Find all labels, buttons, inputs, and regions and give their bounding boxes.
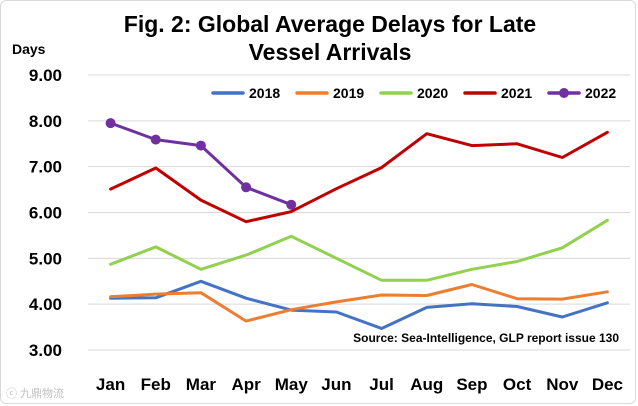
gridlines [88,74,630,351]
x-tick-label: Aug [410,375,443,394]
x-tick-label: Jul [369,375,394,394]
legend-marker-2022 [559,88,569,98]
y-tick-label: 4.00 [29,295,62,314]
series-lines [105,118,609,330]
data-point-2022 [241,182,252,193]
legend-label-2018: 2018 [249,85,280,101]
legend-label-2019: 2019 [333,85,364,101]
x-tick-label: Dec [592,375,623,394]
chart-title-line-2: Vessel Arrivals [249,39,412,65]
series-line-2019 [109,283,609,323]
x-tick-label: Apr [231,375,261,394]
data-point-2022 [150,134,161,145]
legend-label-2020: 2020 [417,85,448,101]
series-line-2022 [109,121,293,207]
chart-title-line-1: Fig. 2: Global Average Delays for Late [124,11,536,37]
data-point-2022 [195,140,206,151]
y-axis-label: Days [12,41,46,57]
legend-label-2022: 2022 [585,85,616,101]
data-point-2022 [286,199,297,210]
y-tick-labels: 3.00 4.00 5.00 6.00 7.00 8.00 9.00 [29,66,62,360]
watermark: ⓒ 九鼎物流 [6,386,64,400]
x-tick-label: Sep [456,375,487,394]
x-tick-label: Mar [186,375,217,394]
series-line-2018 [109,279,609,330]
x-tick-labels: Jan Feb Mar Apr May Jun Jul Aug Sep Oct Nov Dec [96,375,623,394]
y-tick-label: 3.00 [29,341,62,360]
series-line-2020 [109,218,609,282]
y-tick-label: 6.00 [29,204,62,223]
series-line-2021 [109,130,609,224]
y-tick-label: 9.00 [29,66,62,85]
y-tick-label: 7.00 [29,158,62,177]
x-tick-label: May [275,375,309,394]
y-tick-label: 8.00 [29,112,62,131]
y-tick-label: 5.00 [29,249,62,268]
x-tick-label: Oct [503,375,532,394]
source-annotation: Source: Sea-Intelligence, GLP report iss… [353,331,619,345]
data-point-2022 [105,118,116,129]
legend: 2018 2019 2020 2021 2022 [211,85,616,101]
x-tick-label: Jun [321,375,351,394]
x-tick-label: Nov [546,375,579,394]
x-tick-label: Jan [96,375,125,394]
x-tick-label: Feb [141,375,171,394]
legend-label-2021: 2021 [501,85,532,101]
